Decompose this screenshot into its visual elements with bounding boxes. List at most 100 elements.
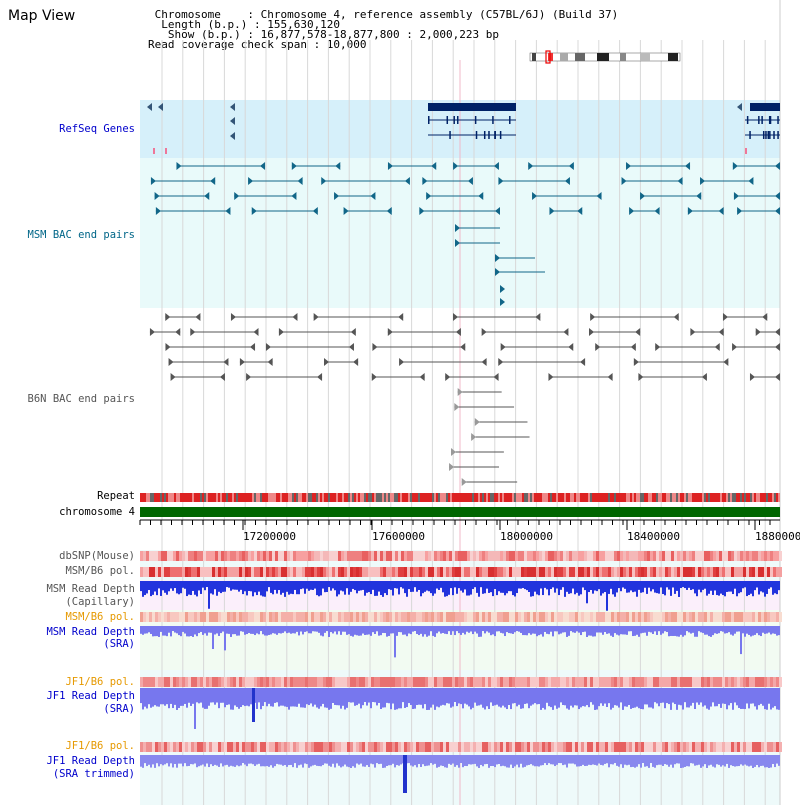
dbsnp-cell [779,551,782,561]
msm-sra-depth [324,626,326,633]
msm-sra-depth [470,626,472,632]
info-show: Show (b.p.) : 16,877,578-18,877,800 : 2,… [148,28,499,41]
msm-sra-depth [576,626,578,632]
dbsnp-cell [542,551,545,561]
repeat-segment [664,493,666,502]
msm-pol2-cell [662,612,665,622]
jf1-trim-depth [288,755,290,766]
track-label-refseq[interactable]: RefSeq Genes [59,123,135,135]
jf1-sra-depth [412,688,414,710]
jf1-trim-depth [220,755,222,764]
jf1-sra-depth [692,688,694,703]
msm-pol2-cell [626,612,629,622]
track-label-jf1-b6-pol-2[interactable]: JF1/B6 pol. [65,740,135,752]
jf1-trim-depth [580,755,582,767]
jf1-trim-depth [608,755,610,768]
track-label-msm-b6-pol[interactable]: MSM/B6 pol. [65,565,135,577]
jf1-trim-depth [222,755,224,767]
jf1-sra-depth [408,688,410,704]
jf1-pol-cell [278,677,281,687]
msm-sra-depth [626,626,628,635]
track-label-jf1-read-sra[interactable]: JF1 Read Depth [46,690,135,702]
msm-pol2-cell [611,612,614,622]
msm-sra-depth [700,626,702,633]
msm-pol-cell [389,567,392,577]
msm-pol-cell [227,567,230,577]
msm-pol2-cell [575,612,578,622]
track-label-dbsnp[interactable]: dbSNP(Mouse) [59,550,135,562]
jf1-pol2-cell [425,742,428,752]
jf1-sra-depth [696,688,698,703]
jf1-sra-depth [554,688,556,706]
track-label-msm-read-sra[interactable]: MSM Read Depth [46,626,135,638]
msm-pol-cell [143,567,146,577]
msm-sra-depth [448,626,450,632]
jf1-pol2-cell [431,742,434,752]
msm-capillary-depth [556,581,558,589]
jf1-sra-depth [364,688,366,703]
jf1-sra-depth [172,688,174,709]
track-label-jf1-b6-pol[interactable]: JF1/B6 pol. [65,676,135,688]
repeat-segment [740,493,742,502]
msm-pol2-cell [341,612,344,622]
jf1-sra-depth [580,688,582,708]
repeat-segment [568,493,570,502]
repeat-segment [700,493,702,502]
msm-pol2-cell [515,612,518,622]
track-label-msm-read-capillary[interactable]: MSM Read Depth [46,583,135,595]
jf1-trim-depth [720,755,722,767]
msm-capillary-depth [316,581,318,596]
jf1-trim-depth [178,755,180,764]
msm-pol-cell [479,567,482,577]
repeat-segment [176,493,178,502]
jf1-sra-depth [556,688,558,709]
track-label-chromosome[interactable]: chromosome 4 [59,506,135,518]
jf1-trim-depth [582,755,584,765]
track-label-repeat[interactable]: Repeat [97,490,135,502]
track-label-jf1-read-trim[interactable]: JF1 Read Depth [46,755,135,767]
jf1-sra-depth [566,688,568,709]
msm-bac-end [621,177,627,185]
msm-pol-cell [746,567,749,577]
jf1-sra-depth [632,688,634,708]
msm-capillary-depth [640,581,642,593]
repeat-segment [456,493,458,502]
jf1-sra-depth [308,688,310,706]
jf1-trim-depth [730,755,732,766]
jf1-pol-cell [563,677,566,687]
jf1-sra-depth [690,688,692,706]
jf1-sra-depth [250,688,252,705]
repeat-segment [432,493,434,502]
jf1-sra-depth [196,688,198,703]
msm-pol2-cell [254,612,257,622]
jf1-pol-cell [557,677,560,687]
dbsnp-cell [311,551,314,561]
jf1-trim-depth [662,755,664,766]
msm-pol2-cell [296,612,299,622]
msm-sra-depth [294,626,296,634]
jf1-pol2-cell [335,742,338,752]
track-label-msm-bac[interactable]: MSM BAC end pairs [27,229,135,241]
msm-pol-cell [293,567,296,577]
msm-capillary-depth [266,581,268,592]
msm-capillary-depth [410,581,412,592]
b6n-bac-end [195,313,201,321]
jf1-trim-depth [522,755,524,768]
msm-capillary-depth [366,581,368,593]
jf1-pol-cell [611,677,614,687]
jf1-trim-depth [470,755,472,765]
dbsnp-cell [398,551,401,561]
repeat-segment [578,493,580,502]
jf1-pol-cell [731,677,734,687]
dbsnp-cell [371,551,374,561]
track-label-msm-b6-pol-2[interactable]: MSM/B6 pol. [65,611,135,623]
b6n-bac-end [701,373,707,381]
track-label-b6n-bac[interactable]: B6N BAC end pairs [27,393,135,405]
repeat-segment [308,493,310,502]
jf1-pol2-cell [503,742,506,752]
msm-pol2-cell [704,612,707,622]
jf1-pol-cell [638,677,641,687]
msm-pol-cell [374,567,377,577]
jf1-trim-depth [754,755,756,767]
